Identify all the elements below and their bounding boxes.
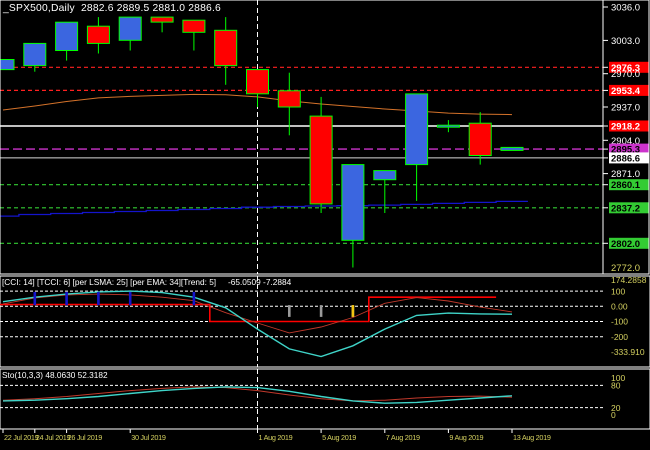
- svg-text:80: 80: [611, 381, 621, 391]
- svg-text:2871.0: 2871.0: [611, 169, 640, 180]
- svg-text:2802.0: 2802.0: [611, 239, 640, 250]
- svg-text:30 Jul 2019: 30 Jul 2019: [131, 433, 166, 442]
- svg-text:[CCI: 14] [TCCI: 6] [per LSMA:: [CCI: 14] [TCCI: 6] [per LSMA: 25] [per …: [2, 277, 216, 287]
- svg-text:1 Aug 2019: 1 Aug 2019: [259, 433, 293, 442]
- svg-text:2886.6: 2886.6: [611, 153, 640, 164]
- svg-text:7 Aug 2019: 7 Aug 2019: [386, 433, 420, 442]
- svg-text:2953.4: 2953.4: [611, 86, 641, 97]
- svg-text:0.00: 0.00: [611, 302, 628, 312]
- svg-text:_SPX500,Daily 2882.6 2889.5 2: _SPX500,Daily 2882.6 2889.5 2881.0 2886.…: [2, 3, 221, 14]
- svg-text:2837.2: 2837.2: [611, 203, 640, 214]
- svg-text:2860.1: 2860.1: [611, 180, 641, 191]
- svg-text:Sto(10,3,3) 48.0630 52.3182: Sto(10,3,3) 48.0630 52.3182: [2, 370, 108, 380]
- svg-text:9 Aug 2019: 9 Aug 2019: [449, 433, 483, 442]
- svg-text:-100: -100: [611, 317, 628, 327]
- svg-text:-65.0509 -7.2884: -65.0509 -7.2884: [228, 277, 292, 287]
- svg-text:0: 0: [611, 410, 616, 420]
- svg-text:3003.0: 3003.0: [611, 36, 640, 47]
- svg-text:26 Jul 2019: 26 Jul 2019: [68, 433, 103, 442]
- svg-text:2937.0: 2937.0: [611, 103, 640, 114]
- svg-text:2772.0: 2772.0: [611, 263, 640, 274]
- svg-text:24 Jul 2019: 24 Jul 2019: [36, 433, 71, 442]
- svg-text:174.2858: 174.2858: [611, 275, 647, 285]
- svg-text:-333.910: -333.910: [611, 347, 645, 357]
- svg-text:3036.0: 3036.0: [611, 3, 640, 14]
- svg-text:22 Jul 2019: 22 Jul 2019: [4, 433, 39, 442]
- svg-text:2918.2: 2918.2: [611, 122, 640, 133]
- svg-text:-200: -200: [611, 332, 628, 342]
- svg-text:100: 100: [611, 286, 625, 296]
- svg-text:13 Aug 2019: 13 Aug 2019: [513, 433, 551, 442]
- svg-text:5 Aug 2019: 5 Aug 2019: [322, 433, 356, 442]
- svg-text:2970.0: 2970.0: [611, 69, 640, 80]
